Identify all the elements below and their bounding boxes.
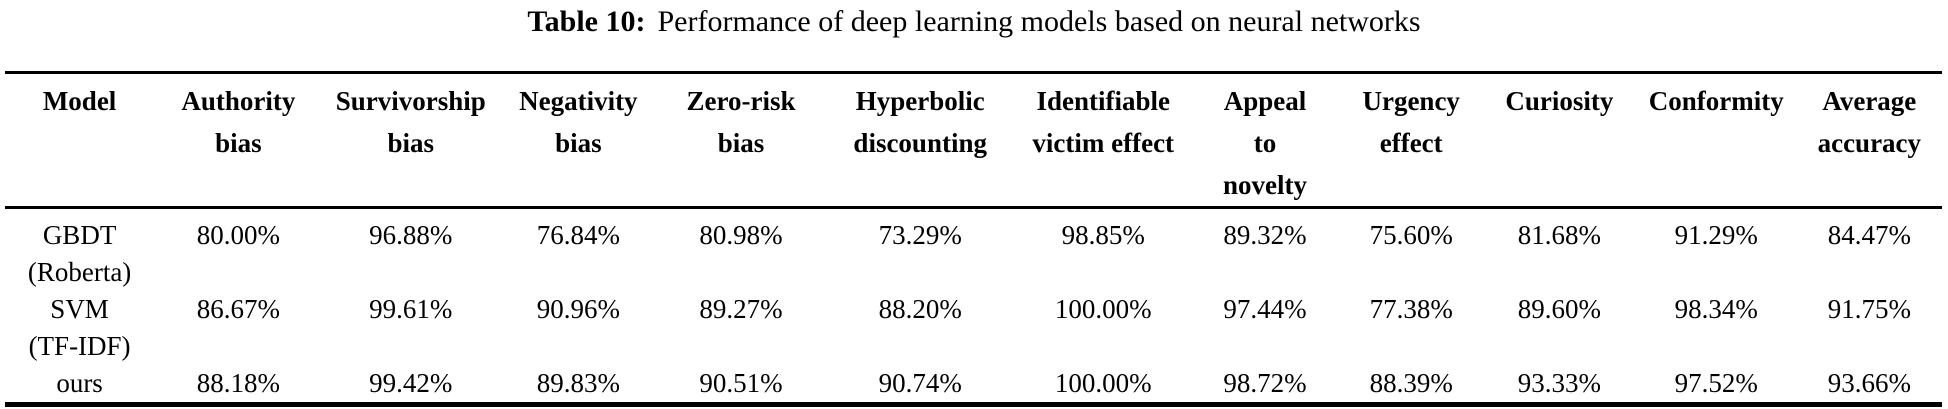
value-cell: 97.52%: [1674, 368, 1758, 398]
value-cell: 98.34%: [1674, 294, 1758, 324]
value-cell: 88.18%: [196, 368, 281, 398]
col-header-urgency-effect: Urgency effect: [1362, 86, 1460, 158]
col-header-average-accuracy: Average accuracy: [1817, 86, 1922, 158]
value-cell: 99.61%: [369, 294, 453, 324]
value-cell: 96.88%: [369, 220, 453, 250]
value-cell: 98.72%: [1223, 368, 1307, 398]
value-cell: 81.68%: [1517, 220, 1601, 250]
row-svm-tfidf: SVM (TF-IDF) 86.67% 99.61% 90.96% 89.27%…: [5, 291, 1942, 365]
row-gbdt-roberta: GBDT (Roberta) 80.00% 96.88% 76.84% 80.9…: [5, 208, 1942, 292]
value-cell: 84.47%: [1827, 220, 1911, 250]
table-caption: Table 10: Performance of deep learning mo…: [0, 2, 1948, 42]
value-cell: 86.67%: [196, 294, 281, 324]
value-cell: 100.00%: [1054, 294, 1152, 324]
value-cell: 98.85%: [1061, 220, 1145, 250]
col-header-model: Model: [42, 86, 117, 116]
value-cell: 91.75%: [1827, 294, 1911, 324]
value-cell: 91.29%: [1674, 220, 1758, 250]
value-cell: 76.84%: [536, 220, 620, 250]
value-cell: 99.42%: [369, 368, 453, 398]
value-cell: 89.60%: [1517, 294, 1601, 324]
model-cell: GBDT (Roberta): [27, 220, 132, 287]
col-header-zero-risk-bias: Zero-risk bias: [686, 86, 796, 158]
value-cell: 89.32%: [1223, 220, 1307, 250]
header-row: Model Authority bias Survivorship bias N…: [5, 73, 1942, 208]
value-cell: 90.96%: [536, 294, 620, 324]
value-cell: 93.33%: [1517, 368, 1601, 398]
value-cell: 89.83%: [536, 368, 620, 398]
value-cell: 90.74%: [878, 368, 962, 398]
col-header-appeal-to-novelty: Appeal to novelty: [1222, 86, 1307, 200]
value-cell: 89.27%: [699, 294, 783, 324]
value-cell: 77.38%: [1369, 294, 1453, 324]
value-cell: 73.29%: [878, 220, 962, 250]
value-cell: 90.51%: [699, 368, 783, 398]
table-caption-label: Table 10:: [527, 5, 646, 38]
value-cell: 80.98%: [699, 220, 783, 250]
value-cell: 88.20%: [878, 294, 962, 324]
value-cell: 88.39%: [1369, 368, 1453, 398]
col-header-conformity: Conformity: [1648, 86, 1784, 116]
col-header-authority-bias: Authority bias: [181, 86, 296, 158]
col-header-negativity-bias: Negativity bias: [519, 86, 638, 158]
model-cell: SVM (TF-IDF): [28, 294, 131, 361]
value-cell: 97.44%: [1223, 294, 1307, 324]
col-header-hyperbolic-discounting: Hyperbolic discounting: [853, 86, 987, 158]
col-header-curiosity: Curiosity: [1505, 86, 1614, 116]
performance-table: Model Authority bias Survivorship bias N…: [5, 71, 1942, 407]
col-header-survivorship-bias: Survivorship bias: [335, 86, 486, 158]
value-cell: 75.60%: [1369, 220, 1453, 250]
value-cell: 93.66%: [1827, 368, 1911, 398]
col-header-identifiable-victim-effect: Identifiable victim effect: [1032, 86, 1175, 158]
row-ours: ours 88.18% 99.42% 89.83% 90.51% 90.74% …: [5, 365, 1942, 405]
table-caption-text: Performance of deep learning models base…: [657, 5, 1421, 38]
value-cell: 100.00%: [1054, 368, 1152, 398]
model-cell: ours: [56, 368, 103, 398]
value-cell: 80.00%: [196, 220, 281, 250]
